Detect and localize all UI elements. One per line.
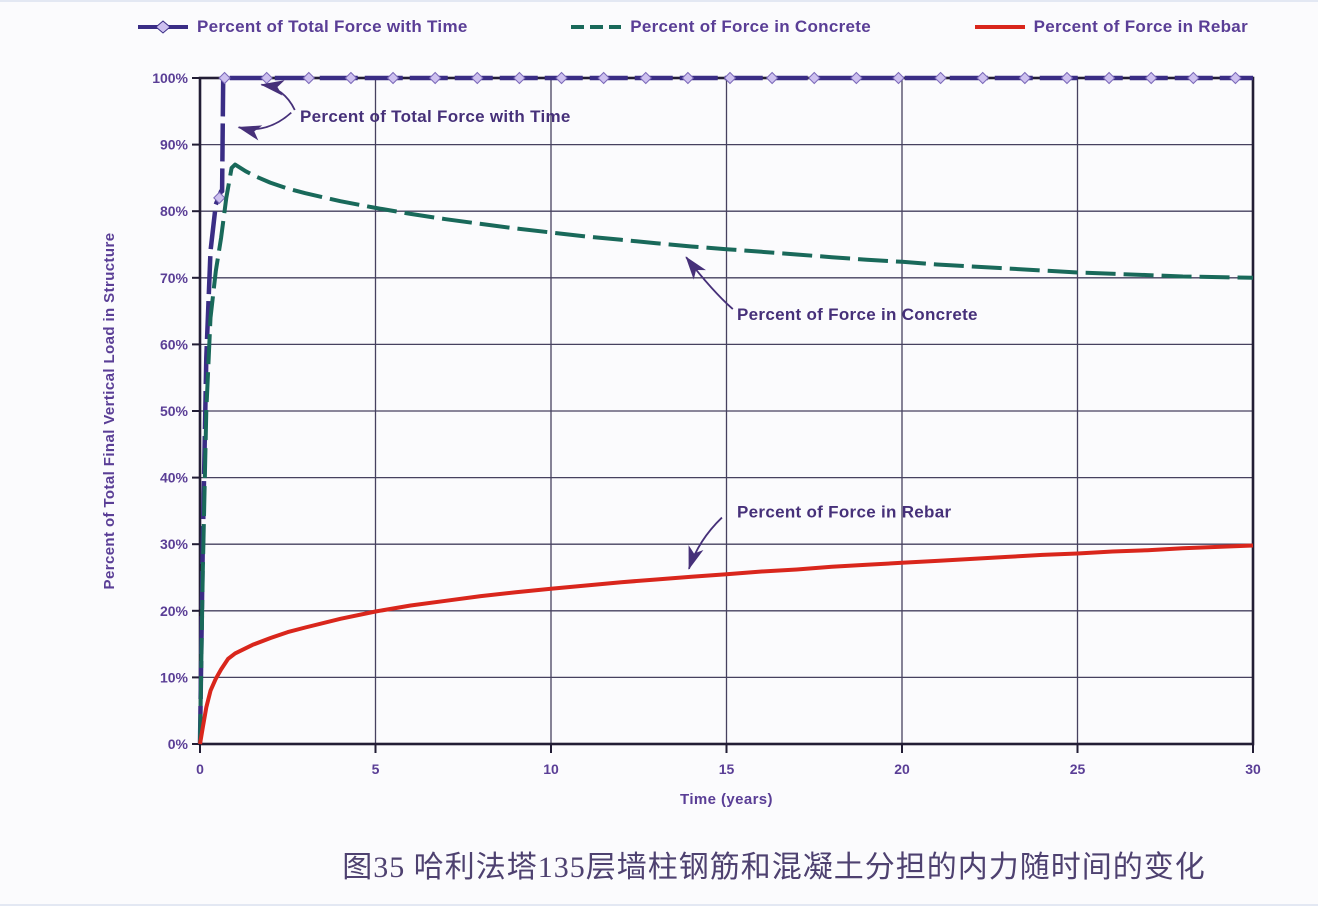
- annotation-arrow-total-force: [260, 80, 296, 111]
- diamond-marker-icon: [471, 71, 484, 85]
- legend-item-rebar: Percent of Force in Rebar: [973, 17, 1248, 37]
- diamond-marker-icon: [218, 71, 231, 85]
- chart-legend: Percent of Total Force with Time Percent…: [136, 17, 1248, 37]
- y-tick-label: 70%: [160, 270, 189, 286]
- legend-item-concrete: Percent of Force in Concrete: [569, 17, 871, 37]
- legend-dashed-line-icon: [571, 25, 622, 29]
- x-tick-label: 10: [543, 761, 559, 777]
- annotation-arrow-rebar: [688, 516, 723, 570]
- diamond-marker-icon: [1229, 71, 1242, 85]
- y-tick-label: 50%: [160, 403, 189, 419]
- legend-label: Percent of Force in Rebar: [1033, 17, 1248, 36]
- y-axis-title: Percent of Total Final Vertical Load in …: [101, 233, 118, 590]
- legend-label: Percent of Total Force with Time: [197, 17, 468, 36]
- legend-item-total-force: Percent of Total Force with Time: [136, 17, 468, 37]
- legend-line-diamond-icon: [138, 20, 188, 34]
- y-tick-label: 40%: [160, 470, 189, 486]
- diamond-marker-icon: [344, 71, 358, 85]
- series-total-force-markers: [213, 71, 1242, 205]
- diamond-marker-icon: [1187, 71, 1200, 85]
- diamond-marker-icon: [213, 191, 226, 205]
- annotation-total-force: Percent of Total Force with Time: [300, 107, 571, 126]
- legend-solid-line-icon: [974, 25, 1025, 29]
- series-total-force-line: [197, 75, 1253, 745]
- y-tick-label: 60%: [160, 336, 189, 352]
- x-tick-label: 25: [1070, 761, 1086, 777]
- y-tick-label: 0%: [168, 736, 189, 752]
- diamond-marker-icon: [428, 71, 442, 85]
- diamond-marker-icon: [260, 71, 273, 85]
- x-tick-label: 15: [719, 761, 735, 777]
- diamond-marker-icon: [1102, 71, 1116, 85]
- y-tick-label: 10%: [160, 669, 189, 685]
- diamond-marker-icon: [934, 71, 947, 85]
- diamond-marker-icon: [302, 71, 316, 85]
- x-tick-label: 5: [372, 761, 380, 777]
- diamond-marker-icon: [597, 71, 610, 85]
- diamond-marker-icon: [765, 71, 779, 85]
- diamond-marker-icon: [1145, 71, 1158, 85]
- diamond-marker-icon: [1018, 71, 1032, 85]
- x-tick-label: 20: [894, 761, 910, 777]
- diamond-marker-icon: [555, 71, 568, 85]
- annotation-rebar: Percent of Force in Rebar: [737, 503, 951, 522]
- annotation-arrow-total-force: [237, 111, 292, 141]
- diamond-marker-icon: [386, 71, 400, 85]
- diamond-marker-icon: [808, 71, 821, 85]
- line-chart: 0 5 10 15 20 25 30 0% 10% 20% 30% 40% 50% 60% 70% 80% 90…: [101, 70, 1261, 808]
- x-tick-label: 0: [196, 761, 204, 777]
- diamond-marker-icon: [513, 71, 526, 85]
- diamond-marker-icon: [723, 71, 737, 85]
- series-rebar-line: [198, 543, 1254, 745]
- y-tick-label: 20%: [160, 603, 189, 619]
- series-concrete-line: [198, 162, 1254, 745]
- y-tick-label: 90%: [160, 137, 189, 153]
- diamond-marker-icon: [1060, 71, 1074, 85]
- annotation-arrow-concrete: [685, 256, 734, 310]
- diamond-marker-icon: [681, 71, 695, 85]
- legend-label: Percent of Force in Concrete: [630, 17, 872, 36]
- diamond-marker-icon: [639, 71, 652, 85]
- y-tick-label: 100%: [152, 70, 188, 86]
- y-tick-label: 30%: [160, 536, 189, 552]
- annotation-concrete: Percent of Force in Concrete: [737, 305, 978, 324]
- y-tick-label: 80%: [160, 203, 189, 219]
- diamond-marker-icon: [976, 71, 989, 85]
- x-tick-label: 30: [1245, 761, 1261, 777]
- x-axis-title: Time (years): [680, 791, 773, 808]
- diamond-marker-icon: [850, 71, 863, 85]
- figure-caption: 图35 哈利法塔135层墙柱钢筋和混凝土分担的内力随时间的变化: [342, 851, 1206, 884]
- diamond-marker-icon: [892, 71, 905, 85]
